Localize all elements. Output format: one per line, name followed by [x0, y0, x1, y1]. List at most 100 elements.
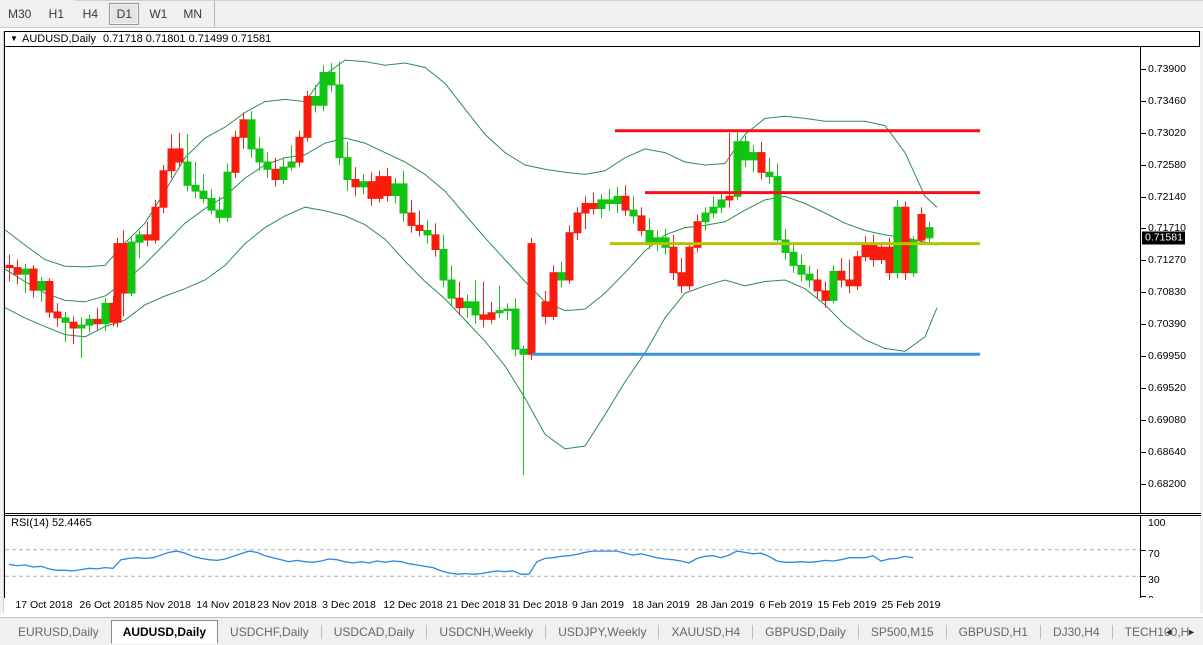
candle-body [271, 168, 280, 181]
timeframe-label: M30 [8, 7, 32, 21]
candle-body [549, 272, 558, 317]
chart-tab-eurusd-daily[interactable]: EURUSD,Daily [6, 620, 111, 644]
candlestick-series [5, 61, 934, 476]
candle-body [45, 281, 54, 313]
date-tick-label: 14 Nov 2018 [196, 599, 256, 611]
price-tick [1141, 356, 1146, 358]
chart-collapse-caret-icon[interactable]: ▼ [10, 34, 18, 43]
candle-body [487, 312, 496, 320]
candle-body [263, 161, 272, 170]
candle-body [527, 243, 536, 355]
date-tick-label: 5 Nov 2018 [137, 599, 191, 611]
chart-tab-label: SP500,M15 [870, 625, 934, 639]
date-tick-label: 25 Feb 2019 [881, 599, 941, 611]
chart-tab-label: USDJPY,Weekly [558, 625, 647, 639]
price-tick [1141, 451, 1146, 453]
candle-body [375, 176, 384, 199]
candle-body [455, 297, 464, 309]
chart-tab-tech100-h[interactable]: TECH100,H [1113, 620, 1202, 644]
candle-body [829, 270, 838, 301]
price-tick-label: 0.69520 [1148, 381, 1186, 394]
timeframe-button-mn[interactable]: MN [177, 3, 208, 25]
timeframe-label: H1 [48, 7, 65, 21]
chart-tab-label: AUDUSD,Daily [122, 625, 207, 639]
candle-body [77, 324, 86, 329]
tab-separator [320, 625, 322, 639]
candle-body [319, 72, 328, 106]
candle-body [327, 72, 336, 86]
candle-body [503, 308, 512, 312]
chart-tab-audusd-daily[interactable]: AUDUSD,Daily [110, 620, 219, 644]
candle-body [21, 268, 30, 275]
timeframe-button-h1[interactable]: H1 [41, 3, 71, 25]
candle-body [645, 230, 654, 243]
timeframe-label: W1 [149, 7, 168, 21]
rsi-pane[interactable]: RSI(14) 52.4465 [5, 516, 1140, 612]
candle-body [335, 84, 344, 159]
candle-body [159, 170, 168, 208]
candle-body [621, 195, 630, 211]
chart-tab-usdchf-daily[interactable]: USDCHF,Daily [218, 620, 321, 644]
chart-frame: ▼ AUDUSD,Daily 0.71718 0.71801 0.71499 0… [4, 31, 1201, 613]
tab-separator [545, 625, 547, 639]
chart-tab-label: DJ30,H4 [1052, 625, 1100, 639]
rsi-tick-label: 100 [1148, 517, 1166, 529]
candle-body [541, 301, 550, 317]
pane-separator[interactable] [5, 513, 1201, 516]
candle-body [653, 237, 662, 243]
timeframe-button-h4[interactable]: H4 [75, 3, 105, 25]
candle-body [557, 272, 566, 281]
rsi-tick [1141, 549, 1146, 551]
candle-body [909, 239, 918, 274]
tab-scroll-arrows: ◄ ► [1161, 623, 1199, 641]
candle-body [845, 279, 854, 287]
candle-body [589, 203, 598, 210]
candle-body [893, 206, 902, 274]
price-tick [1141, 483, 1146, 485]
price-tick-label: 0.73900 [1148, 62, 1186, 75]
date-tick-label: 17 Oct 2018 [15, 599, 73, 611]
candle-body [749, 152, 758, 161]
chart-tab-gbpusd-h1[interactable]: GBPUSD,H1 [947, 620, 1040, 644]
tab-separator [752, 625, 754, 639]
rsi-line [8, 550, 914, 575]
candle-body [573, 212, 582, 234]
date-tick-label: 31 Dec 2018 [508, 599, 568, 611]
chart-tab-sp500-m15[interactable]: SP500,M15 [859, 620, 946, 644]
candle-body [581, 203, 590, 214]
date-axis[interactable]: 17 Oct 2018 26 Oct 2018 5 Nov 2018 14 Nov 2… [4, 598, 1200, 614]
price-pane[interactable] [5, 47, 1140, 513]
chart-tab-xauusd-h4[interactable]: XAUUSD,H4 [659, 620, 752, 644]
candle-body [143, 234, 152, 241]
chart-tab-usdcnh-weekly[interactable]: USDCNH,Weekly [427, 620, 545, 644]
scroll-left-icon[interactable]: ◄ [1164, 627, 1174, 637]
candle-body [797, 264, 806, 275]
chart-tab-dj30-h4[interactable]: DJ30,H4 [1041, 620, 1112, 644]
timeframe-label: D1 [116, 7, 133, 21]
timeframe-button-m30[interactable]: M30 [2, 3, 37, 25]
date-tick-label: 21 Dec 2018 [446, 599, 506, 611]
toolbar-top-divider [75, 0, 1203, 2]
candle-body [861, 243, 870, 258]
price-scale-axis[interactable]: 0.73900 0.73460 0.73020 0.72580 0.72140 0.717… [1140, 47, 1200, 513]
chart-tab-usdjpy-weekly[interactable]: USDJPY,Weekly [546, 620, 658, 644]
chart-tab-gbpusd-daily[interactable]: GBPUSD,Daily [753, 620, 858, 644]
timeframe-button-w1[interactable]: W1 [143, 3, 173, 25]
candle-body [199, 190, 208, 199]
candle-body [119, 243, 128, 294]
candle-body [613, 195, 622, 205]
chart-ohlc-values: 0.71718 0.71801 0.71499 0.71581 [102, 33, 272, 45]
candle-body [869, 243, 878, 261]
current-price-badge: 0.71581 [1142, 231, 1185, 245]
candle-body [183, 161, 192, 186]
candle-body [669, 246, 678, 274]
candle-body [311, 96, 320, 106]
price-tick [1141, 132, 1146, 134]
rsi-tick [1141, 576, 1146, 578]
candle-body [279, 166, 288, 180]
candle-body [837, 270, 846, 281]
chart-tab-usdcad-daily[interactable]: USDCAD,Daily [322, 620, 427, 644]
timeframe-button-d1[interactable]: D1 [109, 3, 140, 25]
scroll-right-icon[interactable]: ► [1187, 627, 1196, 637]
